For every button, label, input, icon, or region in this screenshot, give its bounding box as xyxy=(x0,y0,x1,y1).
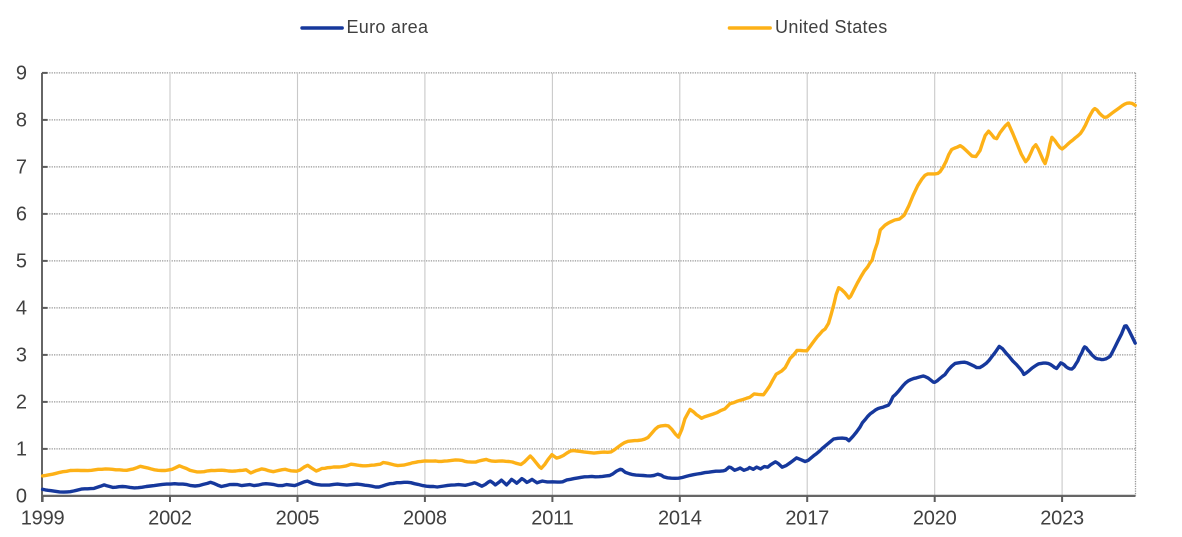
svg-text:2008: 2008 xyxy=(403,508,447,530)
svg-text:8: 8 xyxy=(16,109,27,131)
svg-text:2005: 2005 xyxy=(276,508,320,530)
svg-text:2023: 2023 xyxy=(1040,508,1084,530)
svg-text:2: 2 xyxy=(16,391,27,413)
svg-text:0: 0 xyxy=(16,485,27,507)
svg-text:2002: 2002 xyxy=(148,508,192,530)
svg-text:2014: 2014 xyxy=(658,508,702,530)
svg-text:1999: 1999 xyxy=(21,508,65,530)
svg-text:5: 5 xyxy=(16,250,27,272)
svg-text:3: 3 xyxy=(16,344,27,366)
svg-text:9: 9 xyxy=(16,62,27,84)
svg-text:7: 7 xyxy=(16,156,27,178)
svg-text:2011: 2011 xyxy=(531,508,573,530)
svg-text:Euro area: Euro area xyxy=(347,17,429,37)
svg-text:2017: 2017 xyxy=(785,508,829,530)
svg-text:United States: United States xyxy=(775,17,888,37)
svg-text:4: 4 xyxy=(16,297,27,319)
svg-text:1: 1 xyxy=(16,438,27,460)
svg-text:6: 6 xyxy=(16,203,27,225)
svg-text:2020: 2020 xyxy=(913,508,957,530)
